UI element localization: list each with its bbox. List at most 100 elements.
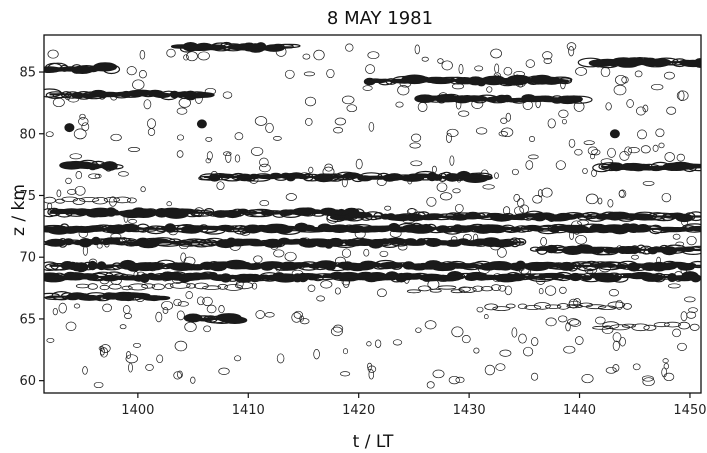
contour-loop bbox=[52, 307, 58, 316]
contour-loop bbox=[585, 193, 599, 205]
contour-loop bbox=[395, 101, 404, 108]
contour-segment bbox=[592, 325, 611, 330]
contour-segment bbox=[121, 285, 133, 291]
contour-loop bbox=[411, 133, 422, 143]
strong-layer-0 bbox=[44, 62, 121, 75]
contour-segment bbox=[556, 303, 570, 310]
contour-loop bbox=[566, 318, 580, 326]
contour-loop bbox=[345, 43, 354, 52]
contour-loop bbox=[538, 288, 544, 295]
contour-loop bbox=[102, 303, 112, 313]
contour-loop bbox=[186, 51, 198, 62]
contour-loop bbox=[183, 54, 189, 61]
contour-loop bbox=[545, 317, 557, 327]
contour-loop bbox=[666, 106, 677, 115]
contour-loop bbox=[497, 247, 507, 258]
contour-loop bbox=[421, 56, 429, 62]
contour-loop bbox=[374, 339, 382, 348]
contour-loop bbox=[366, 341, 372, 347]
chart-title: 8 MAY 1981 bbox=[327, 8, 433, 29]
contour-loop bbox=[143, 99, 152, 110]
contour-loop bbox=[612, 340, 620, 351]
contour-loop bbox=[308, 166, 314, 174]
contour-loop bbox=[73, 303, 81, 309]
contour-loop bbox=[196, 296, 205, 306]
contour-loop bbox=[637, 129, 647, 140]
contour-loop bbox=[672, 328, 682, 338]
contour-loop bbox=[415, 327, 422, 333]
contour-loop bbox=[82, 245, 88, 256]
contour-loop bbox=[139, 50, 146, 60]
contour-segment bbox=[44, 196, 56, 204]
contour-loop bbox=[545, 285, 557, 296]
contour-segment bbox=[643, 324, 657, 331]
contour-segment bbox=[418, 285, 432, 292]
contour-loop bbox=[368, 369, 375, 380]
contour-loop bbox=[605, 366, 617, 374]
contour-loop bbox=[547, 118, 556, 129]
contour-loop bbox=[340, 371, 351, 377]
contour-segment bbox=[607, 301, 626, 309]
contour-loop bbox=[658, 142, 665, 149]
contour-loop bbox=[518, 333, 527, 344]
strong-layer-5 bbox=[577, 57, 701, 69]
strong-layer-3 bbox=[363, 74, 573, 87]
plot-area bbox=[44, 41, 701, 389]
contour-segment bbox=[164, 283, 174, 289]
contour-loop bbox=[426, 196, 437, 207]
contour-loop bbox=[498, 131, 509, 137]
contour-loop bbox=[619, 151, 630, 161]
contour-segment bbox=[79, 197, 100, 203]
contour-loop bbox=[276, 353, 285, 364]
contour-segment bbox=[126, 197, 137, 204]
contour-loop bbox=[410, 160, 423, 167]
contour-loop bbox=[600, 66, 611, 78]
contour-segment bbox=[87, 283, 98, 290]
contour-loop bbox=[540, 237, 547, 247]
contour-loop bbox=[483, 314, 489, 320]
contour-loop bbox=[251, 282, 258, 290]
contour-segment bbox=[186, 283, 197, 289]
contour-scatter bbox=[45, 42, 698, 389]
contour-loop bbox=[452, 188, 461, 194]
contour-loop bbox=[82, 366, 88, 375]
contour-loop bbox=[686, 311, 697, 319]
contour-segment bbox=[103, 196, 121, 203]
contour-loop bbox=[334, 287, 341, 295]
contour-loop bbox=[605, 102, 612, 111]
contour-loop bbox=[128, 147, 140, 152]
contour-loop bbox=[542, 51, 553, 60]
contour-loop bbox=[568, 298, 579, 309]
contour-loop bbox=[475, 127, 488, 135]
contour-loop bbox=[458, 110, 470, 117]
contour-loop bbox=[582, 167, 588, 175]
contour-loop bbox=[532, 195, 543, 204]
x-tick-label: 1450 bbox=[673, 403, 706, 418]
contour-loop bbox=[432, 369, 445, 379]
strong-layer-11 bbox=[44, 222, 701, 235]
contour-segment bbox=[622, 303, 632, 310]
contour-loop bbox=[145, 363, 154, 371]
contour-loop bbox=[185, 291, 193, 300]
contour-loop bbox=[566, 42, 577, 51]
contour-loop bbox=[177, 301, 189, 307]
contour-loop bbox=[122, 305, 131, 314]
contour-segment bbox=[689, 323, 700, 331]
contour-loop bbox=[173, 371, 182, 380]
weak-layer-2 bbox=[484, 301, 632, 312]
contour-loop bbox=[304, 96, 317, 107]
strong-layer-13 bbox=[44, 259, 701, 273]
contour-loop bbox=[437, 58, 444, 64]
contour-loop bbox=[454, 203, 464, 213]
contour-loop bbox=[138, 70, 147, 79]
contour-loop bbox=[642, 180, 655, 186]
contour-loop bbox=[581, 374, 594, 384]
weak-layer-0 bbox=[75, 281, 254, 291]
contour-loop bbox=[313, 49, 325, 61]
strong-layer-16 bbox=[44, 291, 171, 302]
contour-loop bbox=[684, 296, 696, 303]
contour-segment bbox=[524, 304, 542, 310]
contour-loop bbox=[636, 106, 646, 116]
contour-segment bbox=[169, 281, 191, 289]
